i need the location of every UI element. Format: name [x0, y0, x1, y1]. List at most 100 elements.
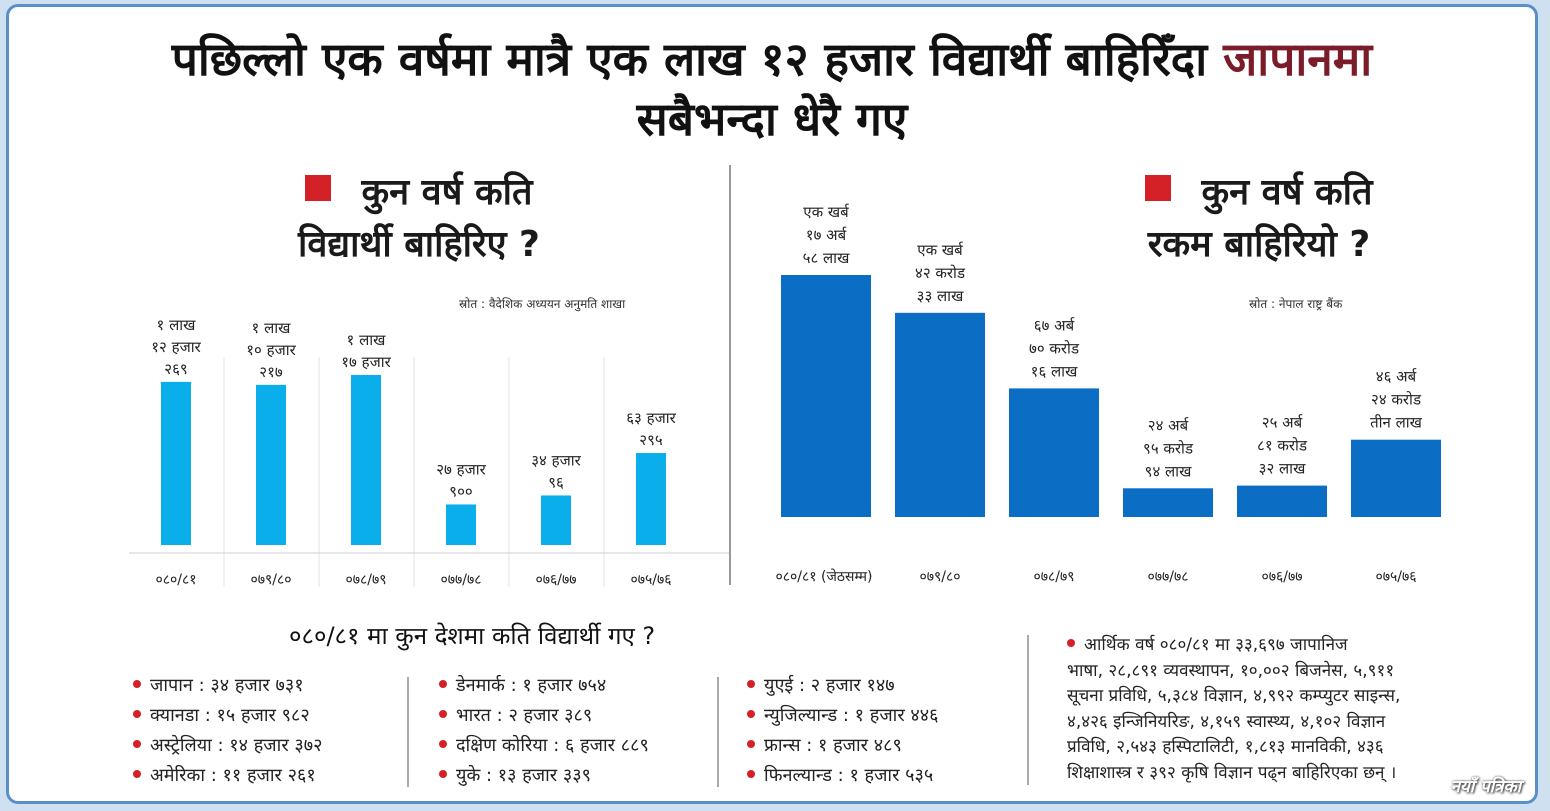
countries-heading: ०८०/८१ मा कुन देशमा कति विद्यार्थी गए ? [289, 622, 656, 650]
infographic-frame: पछिल्लो एक वर्षमा मात्रै एक लाख १२ हजार … [6, 4, 1538, 804]
data-label: ३३ लाख [917, 287, 964, 305]
left-chart-title-line2: विद्यार्थी बाहिरिए ? [298, 224, 540, 265]
bar [256, 384, 286, 545]
data-label: ३४ हजार [531, 451, 581, 469]
bullet-dot-icon [439, 710, 447, 718]
data-label: ६३ हजार [626, 409, 676, 427]
note-line: भाषा, २८,८९१ व्यवस्थापन, १०,००२ बिजनेस, … [1067, 660, 1395, 681]
main-title-line1: पछिल्लो एक वर्षमा मात्रै एक लाख १२ हजार … [9, 27, 1535, 89]
data-label: ३२ लाख [1259, 460, 1306, 478]
tick-label: ०७८/७९ [345, 572, 386, 588]
data-label: ७० करोड [1029, 339, 1080, 357]
main-title-line2: सबैभन्दा धेरै गए [636, 92, 908, 146]
left-chart-title: कुन वर्ष कति विद्यार्थी बाहिरिए ? [249, 167, 589, 271]
country-item: युएई : २ हजार १४७ [747, 671, 939, 701]
data-label: ९५ करोड [1143, 439, 1194, 457]
countries-column-1: जापान : ३४ हजार ७३१ क्यानडा : १५ हजार ९८… [133, 671, 322, 791]
bullet-dot-icon [747, 770, 755, 778]
country-item: जापान : ३४ हजार ७३१ [133, 671, 322, 701]
tick-label: ०७९/८० [250, 572, 291, 588]
note-line: प्रविधि, २,५४३ हस्पिटालिटी, १,८१३ मानविक… [1067, 737, 1384, 757]
tick-label: ०८०/८१ [155, 572, 196, 588]
data-label: २१७ [259, 363, 283, 381]
data-label: १६ लाख [1031, 362, 1078, 380]
tick-label: ०७६/७७ [1261, 569, 1302, 585]
countries-column-2: डेनमार्क : १ हजार ७५४ भारत : २ हजार ३८९ … [439, 671, 649, 791]
data-label: ९६ [548, 473, 564, 491]
right-chart-title: कुन वर्ष कति रकम बाहिरियो ? [1089, 167, 1429, 271]
tick-label: ०७९/८० [919, 569, 960, 585]
data-label: ९४ लाख [1145, 462, 1192, 480]
data-label: एक खर्ब [917, 241, 963, 259]
right-chart-title-line2: रकम बाहिरियो ? [1147, 224, 1371, 265]
right-chart-title-line1: कुन वर्ष कति [1201, 172, 1373, 213]
note-line: आर्थिक वर्ष ०८०/८१ मा ३३,६९७ जापानिज [1067, 633, 1467, 659]
bullet-dot-icon [439, 680, 447, 688]
country-item: न्युजिल्यान्ड : १ हजार ४४६ [747, 701, 939, 731]
subject-note: आर्थिक वर्ष ०८०/८१ मा ३३,६९७ जापानिज भाष… [1067, 633, 1467, 786]
bullet-dot-icon [1067, 639, 1075, 647]
data-label: ६७ अर्ब [1034, 316, 1075, 334]
bullet-dot-icon [747, 710, 755, 718]
left-chart-source: स्रोत : वैदेशिक अध्ययन अनुमति शाखा [459, 297, 626, 311]
tick-label: ०७७/७८ [1147, 569, 1188, 585]
data-label: २५ अर्ब [1262, 414, 1303, 432]
countries-column-3: युएई : २ हजार १४७ न्युजिल्यान्ड : १ हजार… [747, 671, 939, 791]
column-separator [717, 677, 719, 787]
data-label: १२ हजार [151, 338, 201, 356]
data-label: ५८ लाख [803, 249, 850, 267]
bullet-dot-icon [133, 680, 141, 688]
main-title-text: पछिल्लो एक वर्षमा मात्रै एक लाख १२ हजार … [171, 32, 1224, 86]
bullet-dot-icon [747, 680, 755, 688]
red-square-icon [1145, 175, 1172, 201]
amount-chart-axis: ०८०/८१ (जेठसम्म) ०७९/८० ०७८/७९ ०७७/७८ ०७६/७७… [775, 568, 1416, 585]
red-square-icon [305, 175, 332, 201]
tick-label: ०८०/८१ (जेठसम्म) [775, 568, 872, 585]
bullet-dot-icon [133, 710, 141, 718]
data-label: ९०० [449, 482, 472, 500]
tick-label: ०७५/७६ [1375, 569, 1416, 585]
data-label: १ लाख [347, 331, 387, 349]
note-line: शिक्षाशास्त्र र ३९२ कृषि विज्ञान पढ्न बा… [1067, 762, 1397, 783]
bar [895, 312, 985, 517]
bar [1123, 488, 1213, 517]
amount-bar-chart: एक खर्ब १७ अर्ब ५८ लाख एक खर्ब ४२ करोड ३३ लाख… [781, 203, 1441, 517]
data-label: २७ हजार [436, 460, 486, 478]
bullet-dot-icon [439, 770, 447, 778]
bullet-dot-icon [439, 740, 447, 748]
note-separator [1027, 635, 1029, 785]
chart-divider [729, 165, 731, 585]
tick-label: ०७७/७८ [440, 572, 481, 588]
bar [781, 275, 871, 517]
data-label: १ लाख [252, 319, 292, 337]
tick-label: ०७५/७६ [630, 572, 671, 588]
bar [446, 504, 476, 545]
country-item: फ्रान्स : १ हजार ४८९ [747, 731, 939, 761]
bar [1237, 485, 1327, 517]
country-item: दक्षिण कोरिया : ६ हजार ८८९ [439, 731, 649, 761]
data-label: ४२ करोड [915, 264, 966, 282]
data-label: १७ हजार [341, 353, 391, 371]
bar [636, 453, 666, 545]
bullet-dot-icon [133, 740, 141, 748]
data-label: १७ अर्ब [806, 226, 847, 244]
bar [1351, 439, 1441, 517]
data-label: ८१ करोड [1257, 437, 1308, 455]
bar [541, 495, 571, 545]
data-label: एक खर्ब [803, 203, 849, 221]
column-separator [407, 677, 409, 787]
students-bar-chart: १ लाख १२ हजार २६९ ०८०/८१ १ लाख १० हजार २१७ ०७९/… [129, 316, 729, 588]
note-line: सूचना प्रविधि, ५,३८४ विज्ञान, ४,९९२ कम्प… [1067, 686, 1401, 706]
bullet-dot-icon [133, 770, 141, 778]
country-item: फिनल्यान्ड : १ हजार ५३५ [747, 761, 939, 791]
data-label: २९५ [639, 431, 663, 449]
note-line: ४,४२६ इन्जिनियरिङ, ४,१५९ स्वास्थ्य, ४,१०… [1067, 711, 1386, 732]
data-label: २४ करोड [1371, 391, 1422, 409]
bullet-dot-icon [747, 740, 755, 748]
data-label: १ लाख [157, 316, 197, 334]
country-item: भारत : २ हजार ३८९ [439, 701, 649, 731]
right-chart-source: स्रोत : नेपाल राष्ट्र बैंक [1249, 297, 1343, 311]
data-label: तीन लाख [1370, 414, 1423, 432]
country-item: अमेरिका : ११ हजार २६१ [133, 761, 322, 791]
tick-label: ०७८/७९ [1033, 569, 1074, 585]
